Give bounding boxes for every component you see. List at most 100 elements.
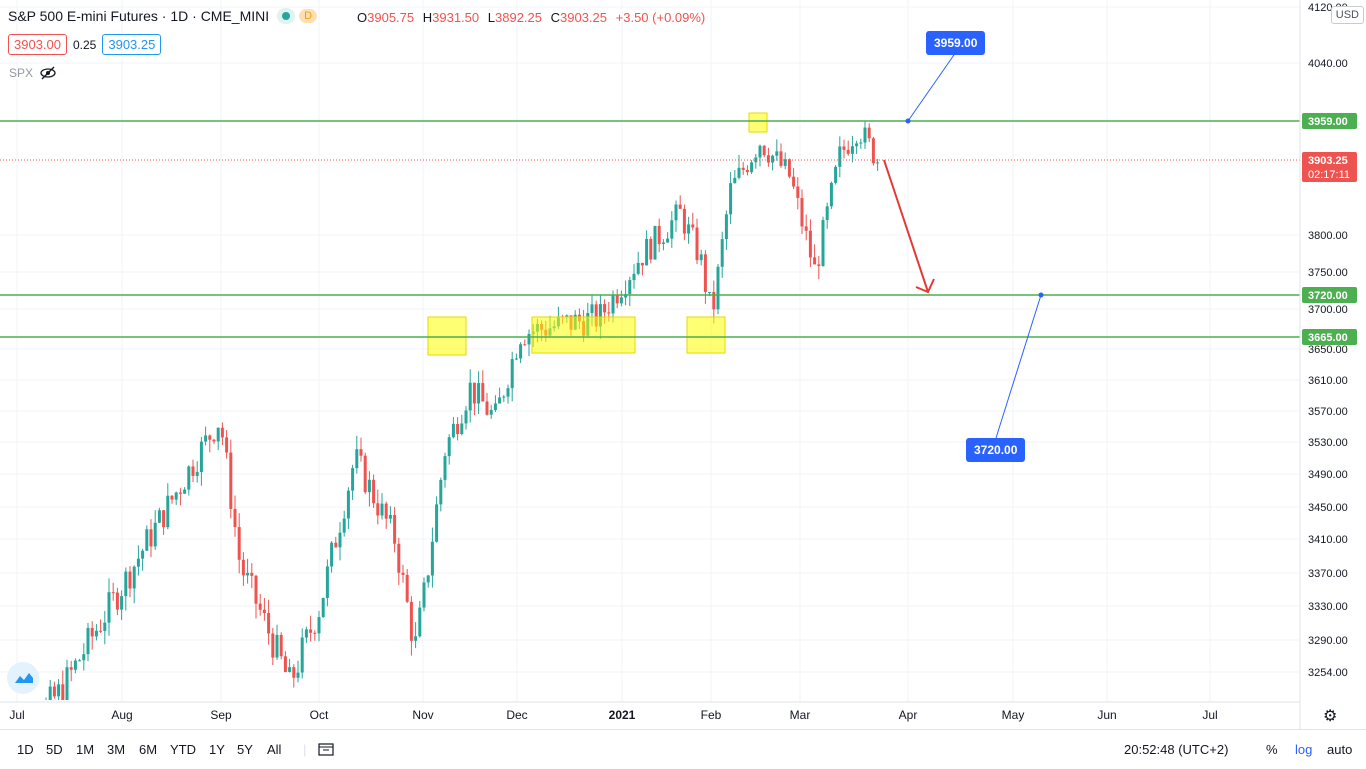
currency-selector[interactable]: USD xyxy=(1330,6,1364,24)
delayed-badge[interactable]: D xyxy=(299,9,318,23)
candle-body xyxy=(619,297,623,304)
range-all[interactable]: All xyxy=(267,742,282,757)
candle-body xyxy=(666,238,670,243)
candle-body xyxy=(800,197,804,227)
candle-body xyxy=(401,572,405,575)
candle-body xyxy=(741,167,745,170)
price-tick-label: 3750.00 xyxy=(1308,267,1348,279)
candle-body xyxy=(754,157,758,163)
candle-body xyxy=(456,423,460,434)
log-toggle[interactable]: log xyxy=(1295,742,1313,757)
range-3m[interactable]: 3M xyxy=(107,742,126,757)
candle-body xyxy=(288,667,292,673)
time-tick-label: Jun xyxy=(1097,708,1116,722)
percent-toggle[interactable]: % xyxy=(1266,742,1278,757)
callout-leader-upper xyxy=(907,51,957,122)
candle-body xyxy=(237,527,241,560)
trade-panel: 3903.00 0.25 3903.25 xyxy=(8,34,162,55)
candle-body xyxy=(128,571,132,589)
range-6m[interactable]: 6M xyxy=(139,742,158,757)
candle-body xyxy=(187,466,191,490)
candle-body xyxy=(645,238,649,266)
candle-body xyxy=(771,155,775,163)
countdown-label: 02:17:11 xyxy=(1308,169,1350,181)
highlight-zone xyxy=(686,316,726,354)
compare-symbol[interactable]: SPX xyxy=(9,66,57,80)
sell-price-button[interactable]: 3903.00 xyxy=(8,34,67,55)
market-status-icon[interactable] xyxy=(277,8,296,24)
price-tick-label: 3700.00 xyxy=(1308,304,1348,316)
candle-body xyxy=(120,596,124,610)
candle-body xyxy=(804,226,808,231)
range-5y[interactable]: 5Y xyxy=(237,742,253,757)
candle-body xyxy=(447,437,451,457)
candle-body xyxy=(414,636,418,641)
candle-body xyxy=(443,456,447,480)
candle-body xyxy=(82,654,86,661)
candle-body xyxy=(246,572,250,576)
candle-body xyxy=(653,225,657,260)
candle-body xyxy=(99,630,103,632)
tradingview-logo-icon[interactable] xyxy=(7,662,39,694)
candle-body xyxy=(384,503,388,519)
candle-body xyxy=(271,633,275,658)
candle-body xyxy=(682,208,686,234)
range-1y[interactable]: 1Y xyxy=(209,742,225,757)
range-1m[interactable]: 1M xyxy=(76,742,95,757)
candle-body xyxy=(871,138,875,164)
settings-gear-icon[interactable]: ⚙ xyxy=(1323,708,1338,725)
support-zones xyxy=(427,112,768,356)
candle-body xyxy=(825,206,829,221)
candle-body xyxy=(451,423,455,438)
price-label-low-bg xyxy=(1302,329,1357,345)
candle-body xyxy=(477,383,481,404)
candle-body xyxy=(107,592,111,623)
candle-body xyxy=(661,242,665,244)
candle-body xyxy=(842,146,846,150)
candle-body xyxy=(502,396,506,398)
callout-upper[interactable]: 3959.00 xyxy=(926,31,986,55)
candle-body xyxy=(829,182,833,207)
clock-timezone[interactable]: 20:52:48 (UTC+2) xyxy=(1124,742,1229,757)
candle-body xyxy=(283,656,287,673)
candle-body xyxy=(481,383,485,402)
range-1d[interactable]: 1D xyxy=(17,742,34,757)
candle-body xyxy=(863,127,867,143)
time-tick-label: Jul xyxy=(1202,708,1217,722)
candle-body xyxy=(506,388,510,397)
symbol-title[interactable]: S&P 500 E-mini Futures · 1D · CME_MINI xyxy=(8,8,270,24)
candle-body xyxy=(376,503,380,516)
ohlc-readout: O3905.75 H3931.50 L3892.25 C3903.25 +3.5… xyxy=(357,10,706,25)
buy-price-button[interactable]: 3903.25 xyxy=(102,34,162,55)
price-label-top-bg xyxy=(1302,113,1357,129)
time-tick-label: Aug xyxy=(111,708,132,722)
price-tick-label: 3650.00 xyxy=(1308,344,1348,356)
candle-body xyxy=(737,167,741,178)
symbol-header[interactable]: S&P 500 E-mini Futures · 1D · CME_MINI D xyxy=(8,8,318,24)
candle-body xyxy=(657,225,661,244)
candle-body xyxy=(380,503,384,516)
candle-body xyxy=(367,479,371,493)
chart-grid xyxy=(0,0,1300,702)
hidden-eye-icon[interactable] xyxy=(39,66,57,80)
range-5d[interactable]: 5D xyxy=(46,742,63,757)
candle-body xyxy=(729,183,733,215)
auto-toggle[interactable]: auto xyxy=(1327,742,1353,757)
candle-body xyxy=(351,468,355,491)
range-ytd[interactable]: YTD xyxy=(170,742,196,757)
candle-body xyxy=(317,617,321,634)
time-tick-label: 2021 xyxy=(609,708,636,722)
candle-body xyxy=(792,176,796,187)
candle-body xyxy=(267,613,271,634)
date-range-icon[interactable] xyxy=(318,742,334,759)
candle-body xyxy=(262,609,266,614)
callout-lower[interactable]: 3720.00 xyxy=(966,438,1026,462)
candle-body xyxy=(149,529,153,547)
price-label-low: 3665.00 xyxy=(1308,332,1348,344)
price-tick-label: 4040.00 xyxy=(1308,58,1348,70)
candle-body xyxy=(674,204,678,221)
chart-canvas[interactable]: 4120.004040.003800.003750.003700.003650.… xyxy=(0,0,1366,729)
time-tick-label: Jul xyxy=(9,708,24,722)
candle-body xyxy=(57,684,61,697)
candle-body xyxy=(846,149,850,154)
